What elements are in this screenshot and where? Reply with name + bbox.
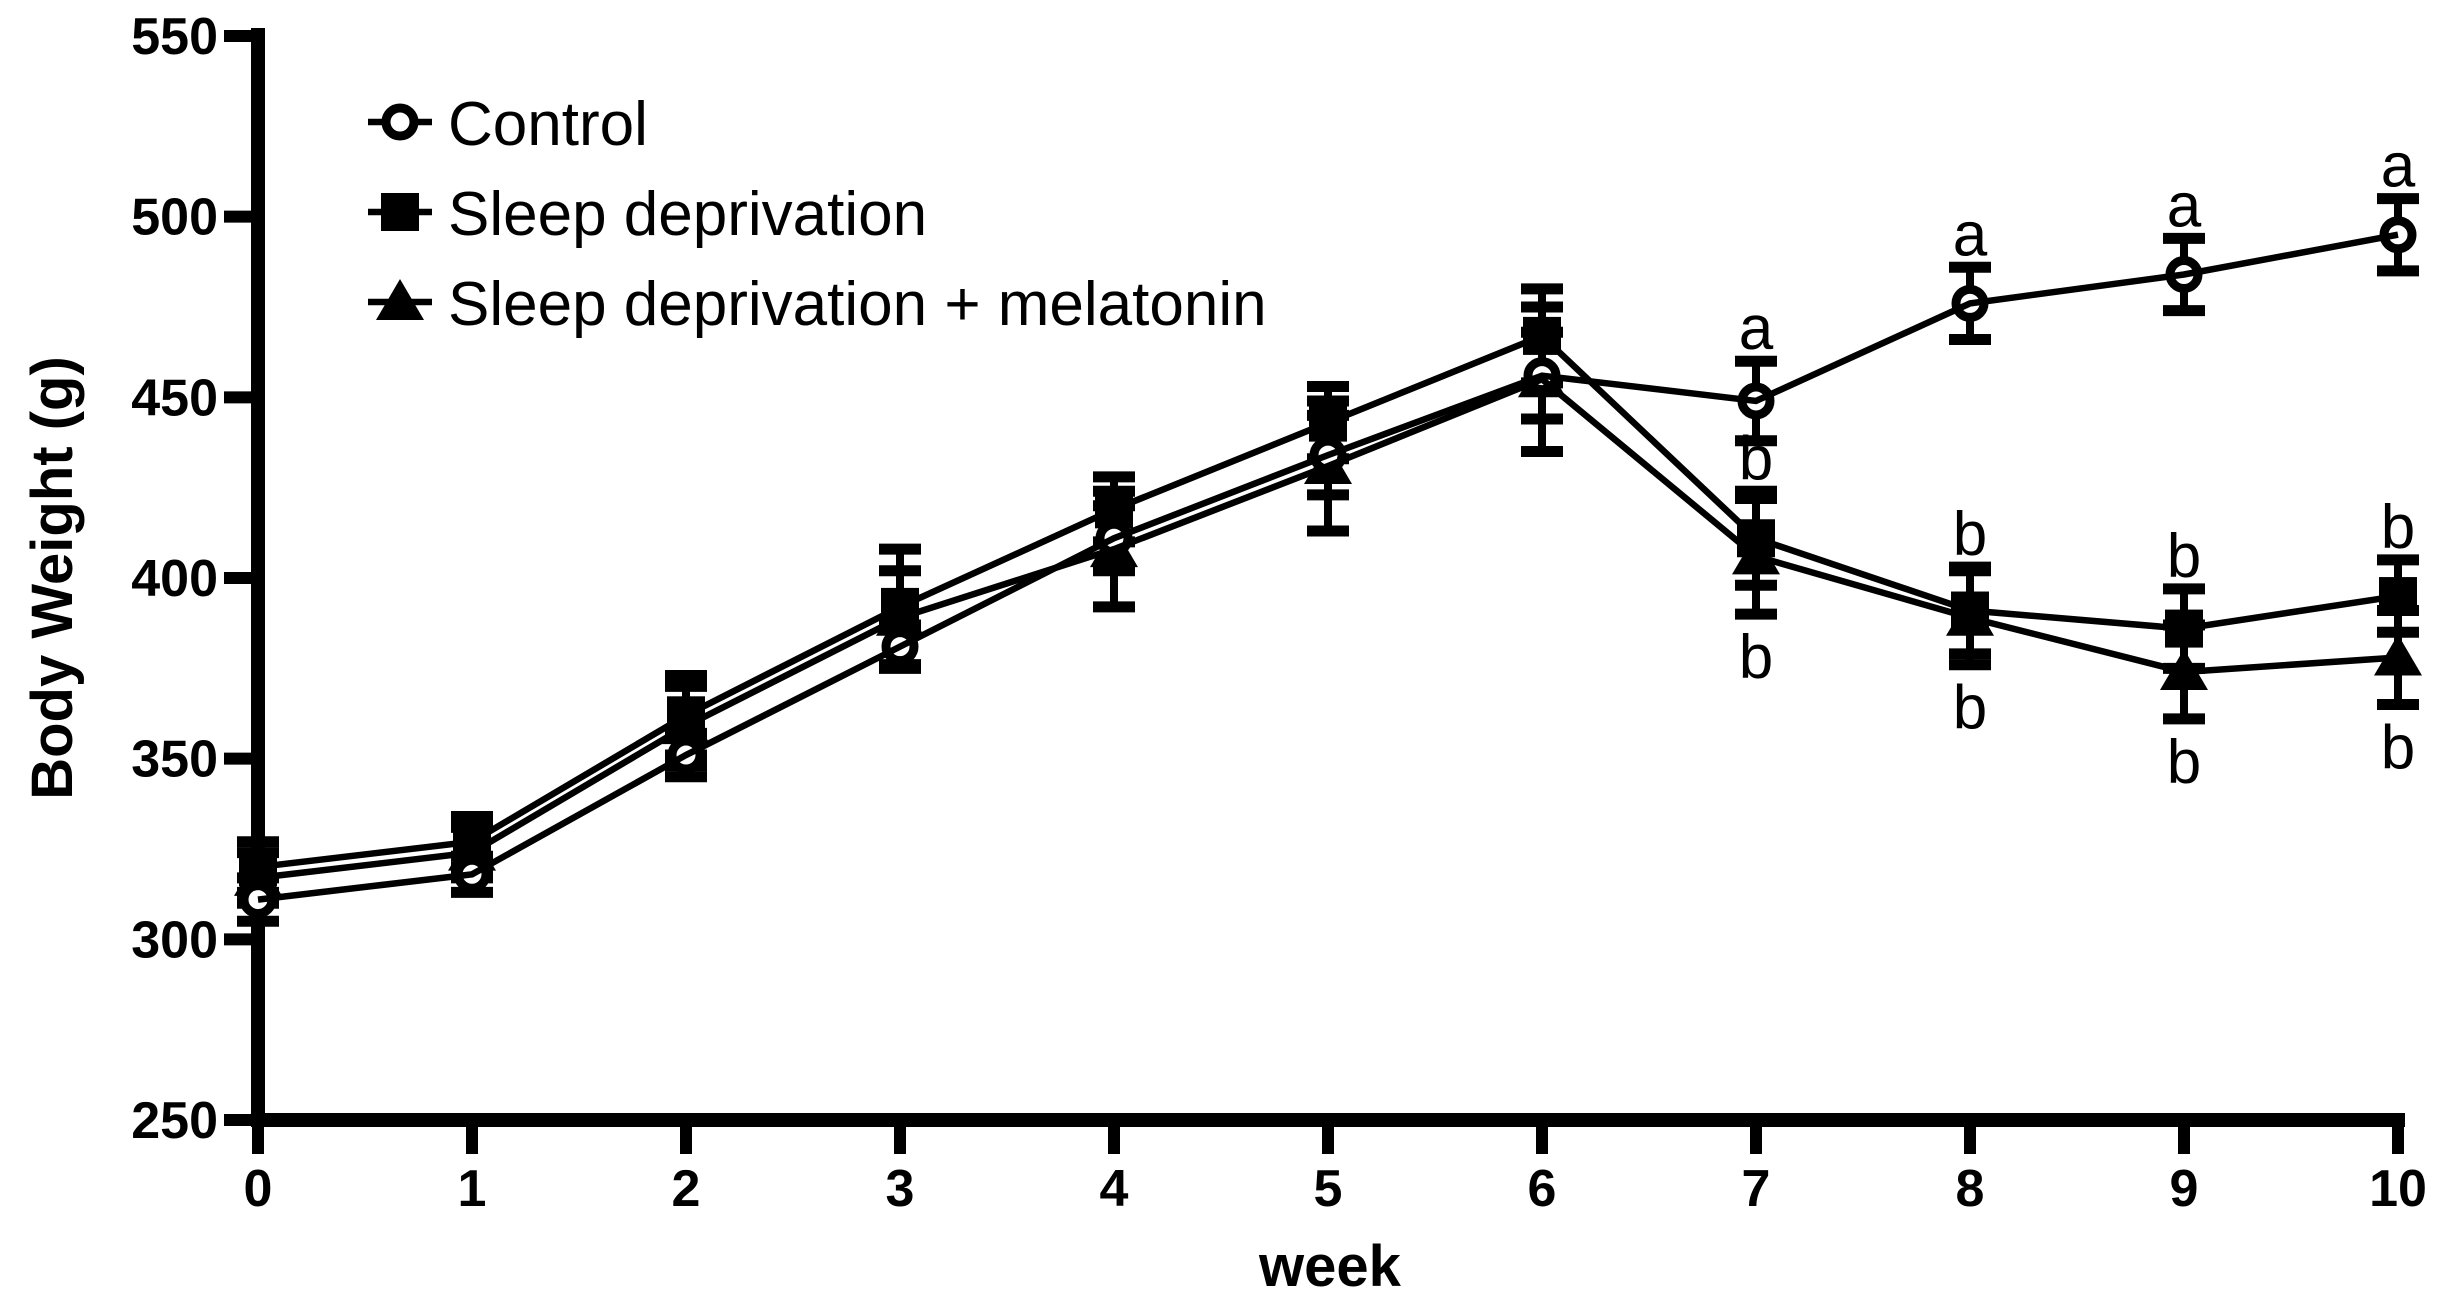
y-tick-label: 500	[131, 189, 218, 247]
series-line-2	[257, 332, 2399, 871]
series-line-3	[257, 375, 2399, 882]
y-tick-label: 450	[131, 369, 218, 427]
y-tick-label: 550	[131, 8, 218, 66]
x-tick-label: 7	[1742, 1160, 1771, 1218]
x-tick-label: 5	[1314, 1160, 1343, 1218]
series-line-1	[257, 231, 2399, 903]
legend-label: Sleep deprivation + melatonin	[448, 270, 1267, 339]
legend-item: Sleep deprivation + melatonin	[368, 270, 1267, 339]
y-axis-title: Body Weight (g)	[20, 356, 85, 800]
y-tick-label: 400	[131, 550, 218, 608]
significance-letter: b	[2167, 728, 2201, 797]
significance-letter: b	[1739, 424, 1773, 493]
legend-label: Control	[448, 90, 648, 159]
significance-letter: b	[2381, 493, 2415, 562]
filled-triangle-icon	[2374, 634, 2422, 676]
significance-letter: b	[2381, 713, 2415, 782]
y-tick-label: 350	[131, 731, 218, 789]
significance-letter: a	[2167, 171, 2202, 240]
x-tick-label: 8	[1956, 1160, 1985, 1218]
x-tick-label: 6	[1528, 1160, 1557, 1218]
significance-letter: a	[1953, 200, 1988, 269]
significance-letter: b	[1953, 500, 1987, 569]
significance-letter: a	[1739, 294, 1774, 363]
filled-triangle-icon	[376, 279, 424, 320]
x-tick-label: 0	[244, 1160, 273, 1218]
filled-square-icon	[381, 193, 419, 231]
x-tick-label: 10	[2369, 1160, 2427, 1218]
significance-letter: a	[2381, 132, 2416, 201]
y-tick-label: 300	[131, 911, 218, 969]
significance-letter: b	[2167, 522, 2201, 591]
significance-letter: b	[1953, 674, 1987, 743]
x-tick-label: 3	[886, 1160, 915, 1218]
legend-label: Sleep deprivation	[448, 180, 927, 249]
x-tick-label: 2	[672, 1160, 701, 1218]
open-circle-icon	[381, 103, 419, 141]
significance-letter: b	[1739, 623, 1773, 692]
error-bars-2	[237, 283, 2419, 898]
error-bars-3	[237, 301, 2419, 909]
legend-item: Sleep deprivation	[368, 180, 927, 249]
x-tick-label: 4	[1100, 1160, 1129, 1218]
x-tick-label: 9	[2170, 1160, 2199, 1218]
legend-item: Control	[368, 90, 648, 159]
x-tick-label: 1	[458, 1160, 487, 1218]
x-axis-title: week	[1258, 1234, 1402, 1299]
legend: Control Sleep deprivation Sleep deprivatio…	[368, 90, 1267, 339]
y-tick-label: 250	[131, 1092, 218, 1150]
